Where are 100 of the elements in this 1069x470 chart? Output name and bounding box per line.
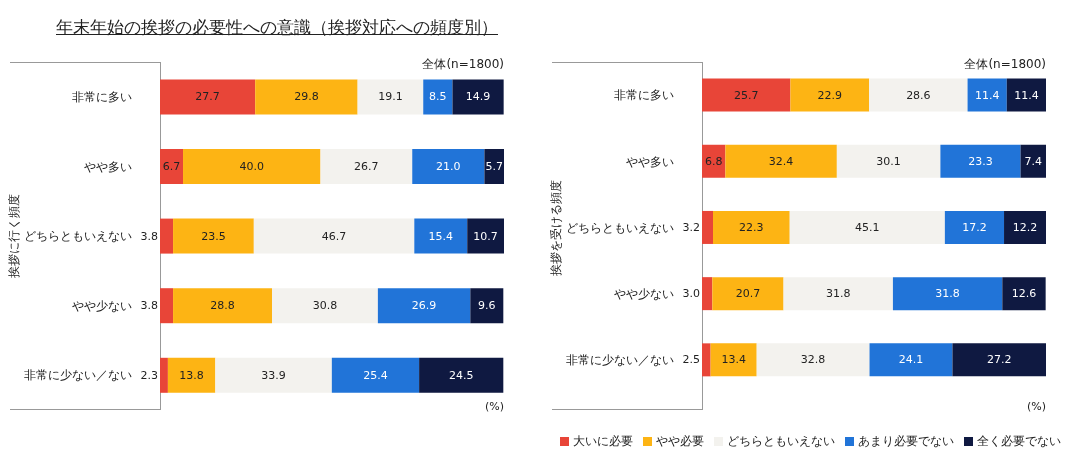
y-tick-label: やや少ない [72, 298, 132, 313]
y-tick-label: 非常に少ない／ない [24, 368, 132, 383]
bar [869, 78, 968, 112]
bar [160, 288, 174, 324]
data-label: 29.8 [294, 90, 319, 104]
bar [892, 277, 1003, 311]
data-label: 12.6 [1011, 287, 1037, 301]
bar [377, 288, 471, 324]
data-label: 21.0 [436, 160, 461, 173]
y-axis-title: 挨拶に行く頻度 [7, 194, 22, 278]
bar [702, 210, 714, 244]
annotation: (%) [1026, 400, 1046, 413]
data-label: 8.5 [429, 90, 447, 104]
data-label: 30.1 [876, 154, 901, 168]
data-label: 5.7 [485, 160, 503, 173]
legend-label: やや必要 [655, 434, 704, 448]
data-label: 11.4 [974, 88, 1000, 102]
data-label: 27.7 [195, 90, 220, 104]
data-label: 45.1 [855, 220, 880, 234]
data-label: 22.3 [739, 220, 764, 234]
data-label: 28.6 [906, 88, 931, 102]
y-tick-label: 非常に多い [614, 88, 674, 103]
data-label: 32.4 [768, 154, 794, 168]
data-label: 13.8 [179, 368, 204, 382]
bar [1006, 78, 1046, 112]
bar [183, 149, 321, 184]
data-label: 26.9 [411, 299, 437, 313]
data-label: 32.8 [800, 353, 826, 367]
data-label: 23.3 [968, 154, 993, 168]
legend-label: 全く必要でない [976, 434, 1061, 448]
bar [414, 218, 468, 254]
bar [255, 79, 358, 115]
data-label: 12.2 [1012, 220, 1038, 234]
legend-label: どちらともいえない [726, 434, 835, 448]
data-label: 17.2 [962, 220, 987, 234]
bar [702, 277, 713, 311]
data-label: 23.5 [201, 229, 226, 243]
data-label: 25.4 [363, 368, 388, 382]
y-tick-label: やや多い [84, 159, 132, 174]
bar [1004, 210, 1046, 244]
bar [944, 210, 1005, 244]
bar [173, 288, 273, 324]
data-label: 27.2 [986, 353, 1012, 367]
data-label: 31.8 [825, 287, 851, 301]
chart-title: 年末年始の挨拶の必要性への意識（挨拶対応への頻度別） [56, 16, 498, 39]
data-label: 3.0 [682, 287, 700, 301]
y-tick-label: 非常に多い [72, 90, 132, 105]
bar [712, 277, 784, 311]
bar [783, 277, 893, 311]
y-tick-label: どちらともいえない [566, 220, 674, 235]
bar [702, 343, 711, 377]
bar [215, 357, 332, 393]
bar [331, 357, 420, 393]
data-label: 3.8 [140, 299, 158, 313]
data-label: 28.8 [210, 299, 235, 313]
annotation: (%) [484, 400, 504, 413]
data-label: 6.8 [704, 154, 723, 168]
data-label: 24.5 [448, 368, 474, 382]
data-label: 33.9 [261, 368, 286, 382]
bar [253, 218, 415, 254]
bar [419, 357, 504, 393]
data-label: 19.1 [378, 90, 403, 104]
data-label: 6.7 [162, 160, 181, 173]
y-tick-label: 非常に少ない／ない [566, 353, 674, 368]
data-label: 10.7 [473, 229, 498, 243]
bar [320, 149, 413, 184]
data-label: 14.9 [465, 90, 491, 104]
bar [167, 357, 216, 393]
data-label: 46.7 [321, 229, 347, 243]
bar [789, 210, 945, 244]
bar [710, 343, 757, 377]
data-label: 24.1 [898, 353, 924, 367]
bar [160, 149, 184, 184]
bar [940, 144, 1021, 178]
y-tick-label: やや少ない [614, 286, 674, 301]
bar [967, 78, 1007, 112]
data-label: 15.4 [428, 229, 454, 243]
bar [713, 210, 790, 244]
bar [952, 343, 1046, 377]
bar [470, 288, 504, 324]
bar [725, 144, 837, 178]
data-label: 2.5 [682, 353, 700, 367]
bar [790, 78, 870, 112]
data-label: 40.0 [239, 160, 265, 173]
bar [484, 149, 504, 184]
legend-label: 大いに必要 [572, 434, 633, 448]
legend-label: あまり必要でない [857, 434, 954, 448]
data-label: 2.3 [140, 368, 158, 382]
data-label: 13.4 [721, 353, 746, 367]
data-label: 22.9 [817, 88, 843, 102]
data-label: 3.8 [140, 229, 158, 243]
bar [357, 79, 424, 115]
bar [467, 218, 504, 254]
bar [423, 79, 453, 115]
bar [869, 343, 953, 377]
bar [452, 79, 504, 115]
data-label: 25.7 [733, 88, 759, 102]
bar [160, 218, 174, 254]
data-label: 26.7 [354, 160, 379, 173]
data-label: 3.2 [682, 220, 700, 234]
